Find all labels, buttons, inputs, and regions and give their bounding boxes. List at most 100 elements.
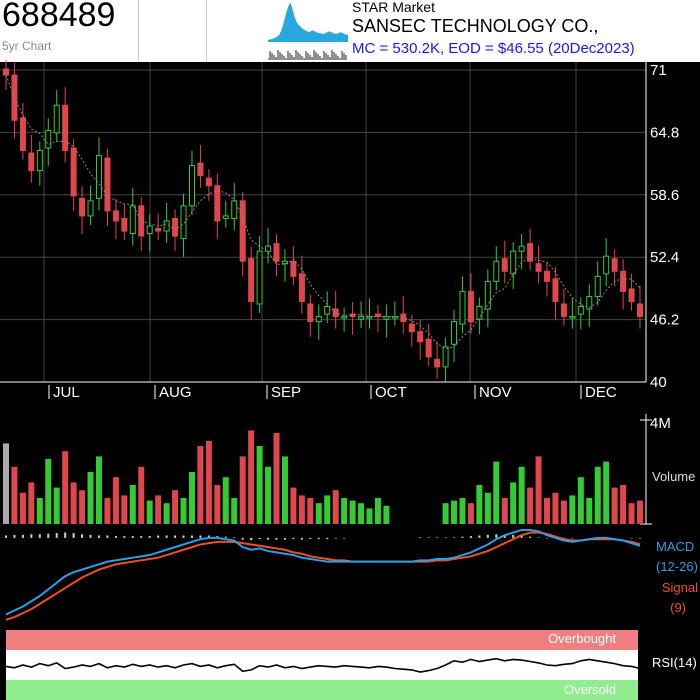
candlestick	[467, 273, 474, 334]
candlestick	[28, 134, 35, 183]
oversold-band	[6, 680, 638, 700]
volume-bar	[611, 487, 618, 524]
candlestick	[628, 273, 635, 311]
volume-bar	[273, 433, 280, 524]
candlestick	[281, 249, 288, 282]
volume-bars	[3, 414, 652, 525]
volume-bar	[155, 495, 162, 524]
candlestick	[36, 141, 43, 186]
volume-bar	[197, 446, 204, 524]
candlestick	[501, 240, 508, 284]
candlestick	[535, 245, 542, 284]
candlestick	[315, 304, 322, 340]
price-tick-label: 52.4	[650, 249, 679, 266]
volume-bar	[374, 498, 381, 524]
volume-bar	[3, 443, 9, 524]
volume-bar	[95, 456, 102, 524]
volume-bar	[138, 466, 145, 524]
header-divider	[138, 0, 139, 62]
volume-bar	[62, 451, 69, 524]
candlestick	[594, 261, 601, 306]
candlestick	[248, 246, 255, 320]
volume-bar	[383, 505, 390, 524]
volume-bar	[527, 487, 534, 524]
candlestick	[341, 307, 348, 332]
candlestick	[510, 242, 517, 289]
volume-bar	[28, 482, 35, 524]
rsi-label: RSI(14)	[652, 655, 697, 670]
candlestick	[62, 87, 69, 163]
volume-bar	[307, 498, 314, 524]
candlestick	[451, 309, 458, 363]
volume-bar	[332, 490, 339, 524]
candlestick	[290, 246, 297, 286]
candlestick	[19, 102, 26, 160]
volume-bar	[324, 495, 331, 524]
candlestick	[180, 193, 187, 257]
volume-bar	[603, 461, 610, 524]
oversold-label: Oversold	[564, 682, 616, 697]
macd-label: MACD	[656, 539, 694, 554]
month-tick-label: AUG	[159, 384, 192, 401]
volume-bar	[112, 477, 119, 524]
candlestick	[518, 234, 525, 270]
price-tick-label: 46.2	[650, 312, 679, 329]
volume-bar	[290, 487, 297, 524]
candlestick	[95, 137, 102, 211]
volume-bar	[552, 492, 559, 524]
signal-line	[5, 531, 641, 621]
candlestick	[560, 288, 567, 326]
volume-bar	[569, 495, 576, 524]
candlestick	[544, 262, 551, 297]
candlestick	[577, 297, 584, 330]
chart-header: 688489 5yr Chart STAR Market SANSEC TECH…	[0, 0, 700, 62]
volume-bar	[265, 466, 272, 524]
chart-background	[0, 62, 700, 700]
overbought-label: Overbought	[548, 631, 616, 646]
candlestick	[273, 234, 280, 277]
candlestick	[129, 187, 136, 246]
candlestick	[265, 228, 272, 264]
month-tick-label: NOV	[479, 384, 512, 401]
candlestick	[45, 118, 52, 167]
macd-panel	[5, 528, 641, 621]
volume-bar	[341, 498, 348, 524]
volume-bar	[544, 498, 551, 524]
volume-bar	[442, 503, 449, 524]
volume-bar	[518, 466, 525, 524]
candlestick	[493, 246, 500, 291]
header-divider	[206, 0, 207, 62]
volume-bar	[594, 466, 601, 524]
chart-period-label: 5yr Chart	[2, 39, 52, 53]
candlestick	[205, 169, 212, 201]
candlestick	[112, 198, 119, 240]
rsi-neutral-band	[6, 650, 638, 680]
volume-bar	[205, 440, 212, 524]
volume-bar	[577, 477, 584, 524]
volume-bar	[45, 459, 52, 524]
macd-line	[5, 528, 641, 616]
candlestick	[620, 259, 627, 310]
candlestick	[146, 213, 153, 252]
candlestick	[298, 255, 305, 314]
candlestick	[104, 149, 111, 226]
price-tick-label: 40	[650, 374, 667, 391]
volume-bar	[586, 498, 593, 524]
volume-max-label: 4M	[650, 415, 671, 432]
volume-bar	[298, 495, 305, 524]
volume-bar	[476, 485, 483, 524]
candlestick	[155, 213, 162, 241]
volume-bar	[484, 492, 491, 524]
volume-label: Volume	[652, 469, 695, 484]
volume-bar	[248, 430, 255, 524]
price-y-axis: 71 64.8 58.6 52.4 46.2 40	[0, 62, 679, 391]
ticker-symbol: 688489	[2, 0, 116, 34]
candlestick	[637, 285, 643, 329]
candlestick	[87, 185, 94, 225]
candlestick	[222, 200, 229, 228]
volume-bar	[163, 503, 170, 524]
candlestick	[459, 276, 466, 334]
candlestick	[307, 294, 314, 337]
rsi-panel: Overbought Oversold	[5, 630, 641, 700]
